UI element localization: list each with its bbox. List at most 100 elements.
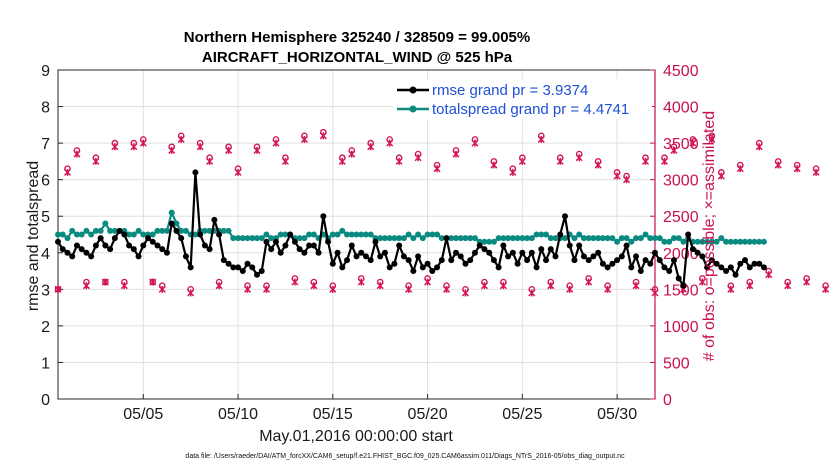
rmse-point <box>647 260 654 267</box>
totalspread-point <box>462 235 469 242</box>
obs-assimilated-point <box>651 289 659 297</box>
obs-assimilated-point <box>300 135 308 143</box>
rmse-point <box>206 246 213 253</box>
rmse-point <box>154 242 161 249</box>
totalspread-point <box>424 231 431 238</box>
totalspread-point <box>585 235 592 242</box>
obs-assimilated-point <box>594 161 602 169</box>
totalspread-point <box>642 231 649 238</box>
rmse-point <box>737 260 744 267</box>
totalspread-point <box>107 227 114 234</box>
obs-assimilated-point <box>490 161 498 169</box>
totalspread-point <box>419 235 426 242</box>
rmse-point <box>282 242 289 249</box>
totalspread-point <box>699 238 706 245</box>
y-tick-label: 9 <box>41 63 50 80</box>
rmse-point <box>235 264 242 271</box>
rmse-point <box>524 257 531 264</box>
obs-assimilated-point <box>63 168 72 176</box>
rmse-point <box>107 246 114 253</box>
totalspread-point <box>277 231 284 238</box>
rmse-point <box>590 253 597 260</box>
totalspread-point <box>182 227 189 234</box>
totalspread-point <box>590 235 597 242</box>
totalspread-point <box>410 235 417 242</box>
rmse-point <box>78 246 85 253</box>
y-tick-label: 3 <box>41 282 50 299</box>
rmse-point <box>704 264 711 271</box>
totalspread-point <box>296 235 303 242</box>
obs-assimilated-point <box>812 168 820 176</box>
totalspread-point <box>694 238 701 245</box>
totalspread-point <box>55 231 61 238</box>
obs-assimilated-point <box>206 157 214 165</box>
totalspread-point <box>301 235 308 242</box>
rmse-point <box>149 238 156 245</box>
y-tick-label: 0 <box>41 392 50 409</box>
rmse-point <box>543 257 550 264</box>
totalspread-point <box>751 238 758 245</box>
obs-assimilated-point <box>765 271 773 279</box>
totalspread-point <box>538 231 545 238</box>
totalspread-point <box>514 235 521 242</box>
totalspread-point <box>533 231 540 238</box>
y-right-tick-label: 0 <box>663 392 672 409</box>
totalspread-point <box>599 235 606 242</box>
obs-assimilated-point <box>73 150 81 158</box>
totalspread-point <box>159 227 166 234</box>
rmse-point <box>533 264 540 271</box>
obs-assimilated-point <box>319 132 327 140</box>
totalspread-point <box>500 235 507 242</box>
totalspread-point <box>637 235 644 242</box>
rmse-point <box>306 242 313 249</box>
obs-assimilated-series <box>54 132 830 297</box>
x-tick-label: 05/25 <box>502 406 542 423</box>
obs-assimilated-point <box>262 285 271 293</box>
rmse-point <box>249 264 256 271</box>
obs-assimilated-point <box>547 282 555 290</box>
totalspread-point <box>742 238 749 245</box>
totalspread-point <box>604 235 611 242</box>
rmse-point <box>348 242 355 249</box>
rmse-point <box>609 260 616 267</box>
y-tick-label: 5 <box>41 209 50 226</box>
totalspread-point <box>126 231 133 238</box>
obs-assimilated-point <box>822 285 830 293</box>
rmse-point <box>443 235 450 242</box>
rmse-point <box>628 264 635 271</box>
rmse-point <box>723 268 730 275</box>
obs-assimilated-point <box>433 165 441 173</box>
rmse-point <box>244 260 251 267</box>
totalspread-point <box>727 238 734 245</box>
obs-assimilated-point <box>660 157 669 165</box>
rmse-point <box>145 235 152 242</box>
totalspread-point <box>623 235 630 242</box>
rmse-point <box>680 282 687 289</box>
legend-rmse-marker <box>409 86 417 94</box>
x-tick-label: 05/05 <box>123 406 163 423</box>
rmse-point <box>732 271 739 278</box>
totalspread-point <box>652 235 658 242</box>
totalspread-point <box>543 231 550 238</box>
y-right-tick-label: 4500 <box>663 63 699 80</box>
totalspread-point <box>88 231 95 238</box>
rmse-point <box>415 253 422 260</box>
obs-assimilated-point <box>348 150 356 158</box>
obs-assimilated-point <box>461 289 470 297</box>
totalspread-point <box>339 227 346 234</box>
totalspread-point <box>254 235 260 242</box>
totalspread-series <box>55 209 767 245</box>
rmse-point <box>140 242 147 249</box>
totalspread-point <box>595 235 602 242</box>
obs-assimilated-point <box>281 157 289 165</box>
totalspread-point <box>760 238 767 245</box>
totalspread-point <box>130 231 137 238</box>
rmse-point <box>301 249 308 256</box>
totalspread-point <box>509 235 516 242</box>
rmse-point <box>168 220 175 227</box>
totalspread-point <box>83 227 90 234</box>
rmse-point <box>277 249 284 256</box>
obs-assimilated-point <box>452 150 460 158</box>
